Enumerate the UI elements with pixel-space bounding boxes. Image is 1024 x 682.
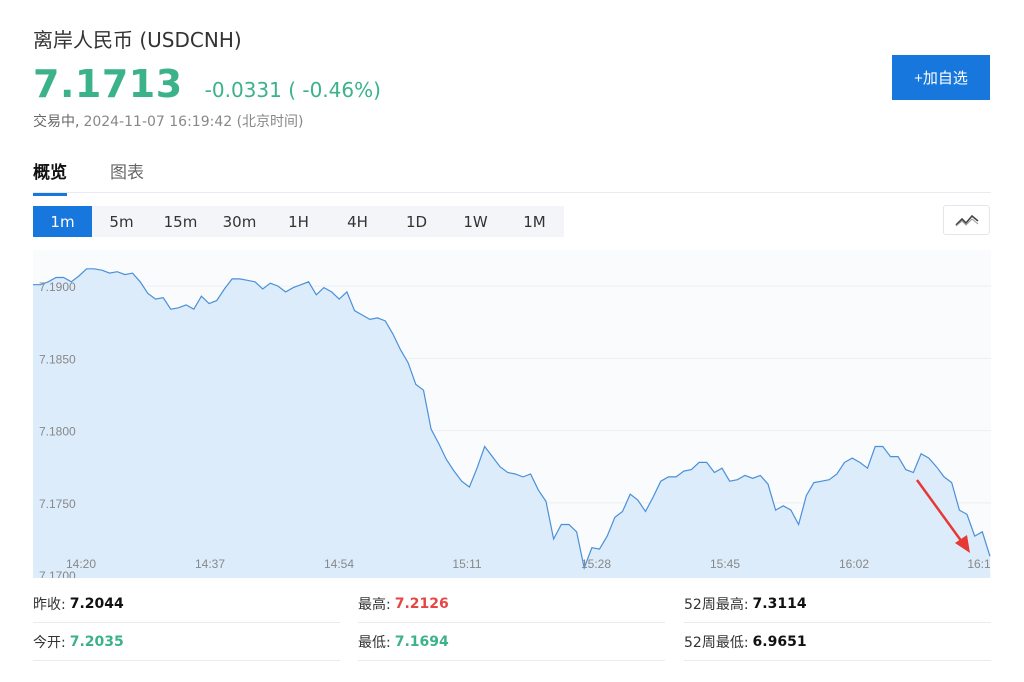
price-row: 7.1713 -0.0331 ( -0.46%) [33, 62, 381, 106]
stat-label: 52周最高: [684, 597, 749, 613]
page-title: 离岸人民币 (USDCNH) [33, 28, 242, 52]
y-tick-label: 7.1700 [39, 569, 76, 578]
trading-status: 交易中, [33, 114, 80, 130]
price-chart: 7.1900 7.1850 7.1800 7.1750 7.1700 14:20 14:37… [33, 250, 991, 578]
period-15m[interactable]: 15m [163, 212, 198, 231]
trading-status-line: 交易中, 2024-11-07 16:19:42 (北京时间) [33, 111, 304, 131]
stat-value: 7.2035 [69, 634, 124, 650]
price-change: -0.0331 ( -0.46%) [204, 78, 381, 102]
stat-label: 最高: [358, 597, 391, 613]
chart-type-button[interactable] [943, 205, 990, 235]
stat-open: 今开: 7.2035 [33, 624, 340, 661]
y-tick-label: 7.1750 [39, 497, 76, 511]
tab-bar: 概览 图表 [33, 150, 991, 196]
x-tick-label: 16:1 [967, 557, 991, 571]
y-tick-label: 7.1900 [39, 280, 76, 294]
stat-label: 52周最低: [684, 635, 749, 651]
tab-chart[interactable]: 图表 [110, 163, 144, 183]
tab-overview[interactable]: 概览 [33, 158, 67, 196]
x-tick-label: 15:11 [452, 557, 481, 571]
x-tick-label: 14:20 [66, 557, 96, 571]
period-5m[interactable]: 5m [109, 212, 134, 231]
stat-value: 7.3114 [752, 596, 807, 612]
period-4h[interactable]: 4H [347, 212, 368, 231]
stat-value: 7.2044 [69, 596, 124, 612]
stat-prev-close: 昨收: 7.2044 [33, 586, 340, 623]
x-tick-label: 16:02 [839, 557, 869, 571]
add-to-watchlist-button[interactable]: +加自选 [892, 55, 990, 100]
current-price: 7.1713 [33, 62, 183, 106]
x-tick-label: 15:28 [581, 557, 611, 571]
stat-52w-high: 52周最高: 7.3114 [684, 586, 991, 623]
line-chart-icon [954, 214, 979, 227]
period-1m[interactable]: 1m [33, 206, 92, 237]
period-1mo[interactable]: 1M [523, 212, 546, 231]
period-30m[interactable]: 30m [222, 212, 257, 231]
stat-52w-low: 52周最低: 6.9651 [684, 624, 991, 661]
stat-value: 7.1694 [394, 634, 449, 650]
stat-low: 最低: 7.1694 [358, 624, 665, 661]
x-tick-label: 15:45 [710, 557, 740, 571]
stat-value: 7.2126 [394, 596, 449, 612]
series-area [33, 268, 990, 578]
x-tick-label: 14:54 [324, 557, 354, 571]
stat-value: 6.9651 [752, 634, 807, 650]
stat-high: 最高: 7.2126 [358, 586, 665, 623]
stat-label: 最低: [358, 635, 391, 651]
x-tick-label: 14:37 [195, 557, 225, 571]
series-line [33, 268, 991, 571]
stat-label: 今开: [33, 635, 66, 651]
quote-timestamp: 2024-11-07 16:19:42 (北京时间) [83, 114, 304, 130]
period-1d[interactable]: 1D [405, 212, 428, 231]
period-1w[interactable]: 1W [463, 212, 488, 231]
y-tick-label: 7.1800 [39, 425, 76, 439]
period-selector: 1m 5m 15m 30m 1H 4H 1D 1W 1M [33, 206, 564, 237]
stat-label: 昨收: [33, 597, 66, 613]
period-1h[interactable]: 1H [288, 212, 309, 231]
y-tick-label: 7.1850 [39, 352, 76, 366]
